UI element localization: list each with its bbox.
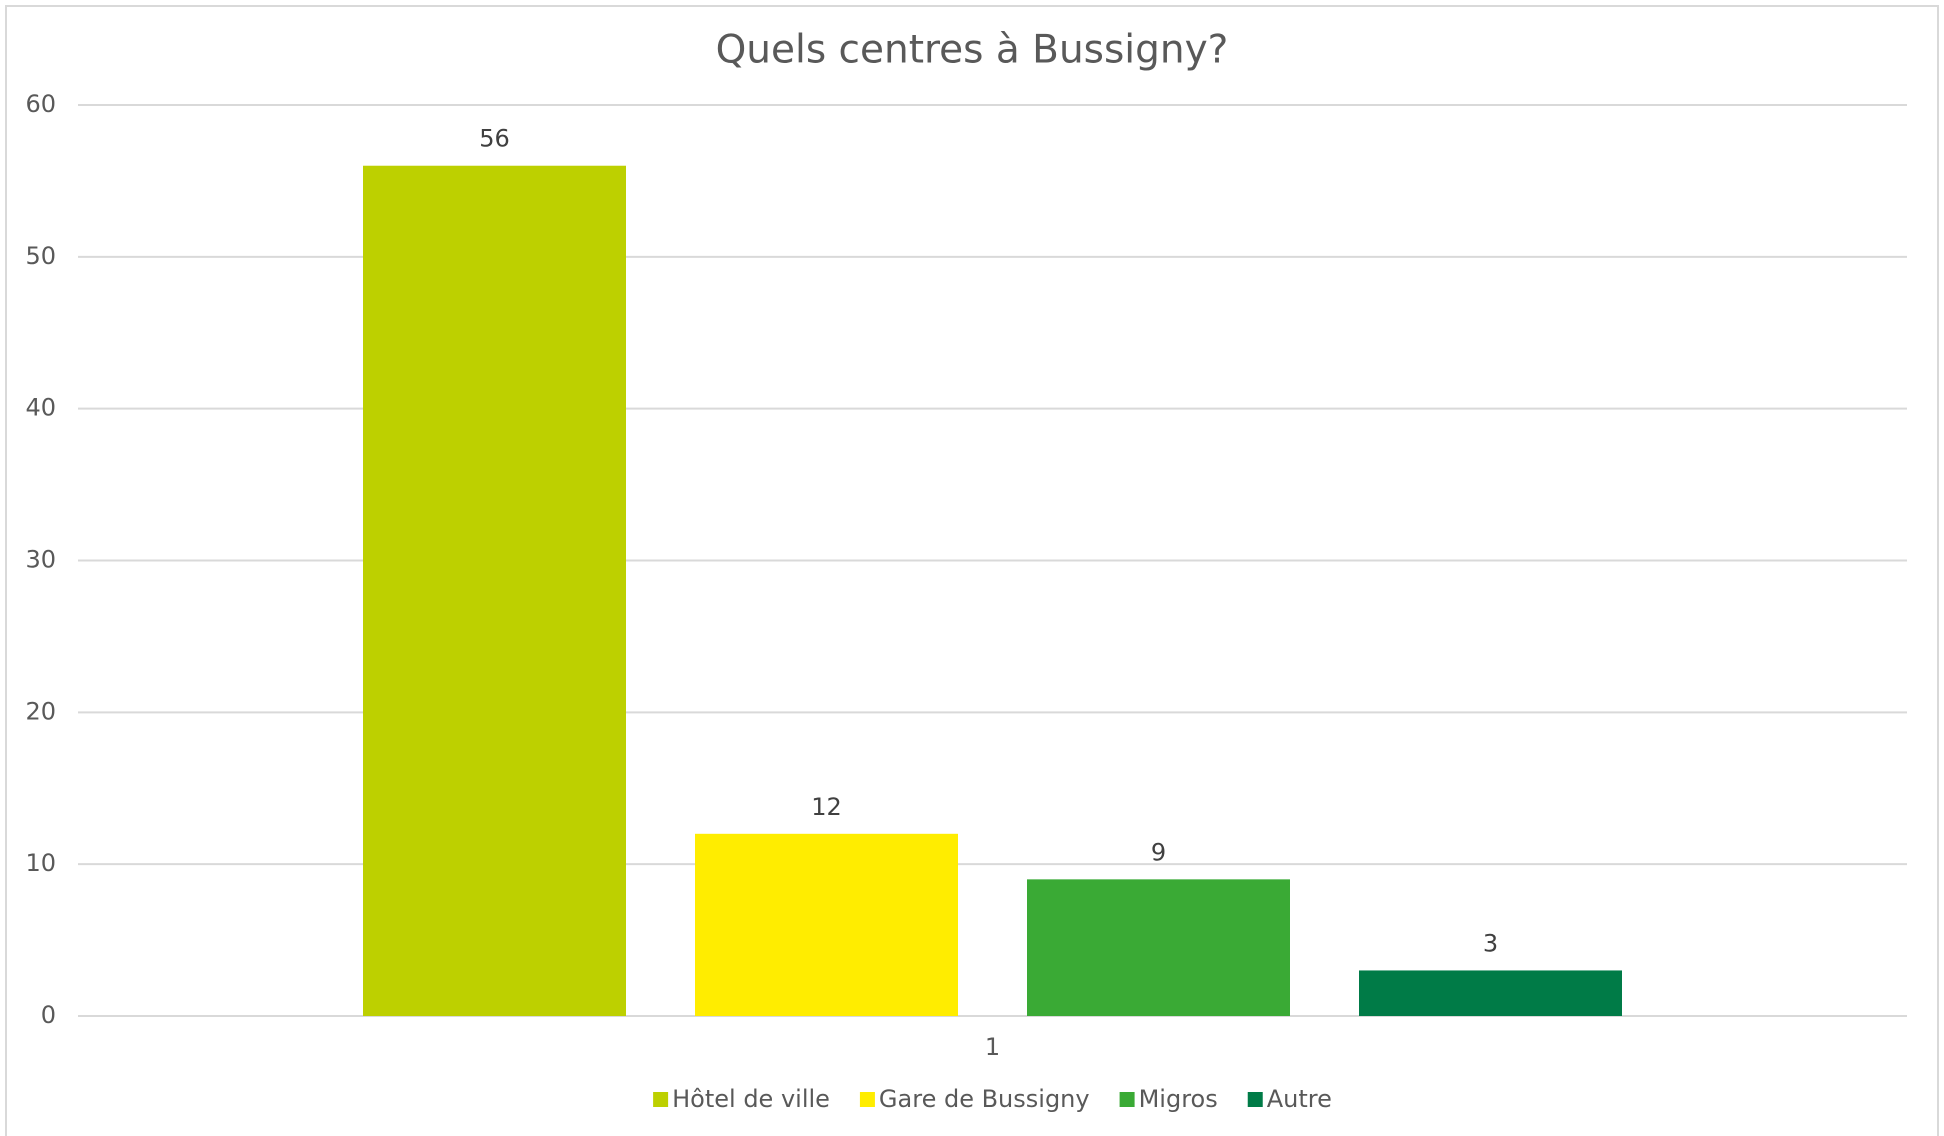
y-tick-label: 20 bbox=[25, 697, 56, 725]
legend-swatch bbox=[859, 1092, 875, 1107]
y-tick-label: 40 bbox=[25, 394, 56, 422]
y-tick-label: 50 bbox=[25, 242, 56, 270]
legend-swatch bbox=[653, 1092, 669, 1107]
legend-label: Migros bbox=[1139, 1085, 1218, 1113]
bar bbox=[695, 833, 958, 1016]
data-label: 9 bbox=[1151, 838, 1166, 866]
data-label: 3 bbox=[1483, 929, 1498, 957]
legend-label: Gare de Bussigny bbox=[879, 1085, 1090, 1113]
bar bbox=[1027, 879, 1290, 1016]
y-tick-label: 60 bbox=[25, 90, 56, 118]
data-label: 56 bbox=[479, 125, 510, 153]
legend-label: Hôtel de ville bbox=[672, 1085, 830, 1113]
y-tick-label: 10 bbox=[25, 849, 56, 877]
data-label: 12 bbox=[811, 793, 842, 821]
x-tick-label: 1 bbox=[985, 1033, 1000, 1061]
bar bbox=[363, 165, 626, 1016]
legend-label: Autre bbox=[1267, 1085, 1332, 1113]
legend-swatch bbox=[1119, 1092, 1135, 1107]
chart-title: Quels centres à Bussigny? bbox=[716, 28, 1229, 73]
chart-frame bbox=[5, 5, 1939, 1136]
y-tick-label: 0 bbox=[41, 1001, 56, 1029]
legend-swatch bbox=[1247, 1092, 1263, 1107]
bar bbox=[1359, 970, 1622, 1016]
y-tick-label: 30 bbox=[25, 546, 56, 574]
